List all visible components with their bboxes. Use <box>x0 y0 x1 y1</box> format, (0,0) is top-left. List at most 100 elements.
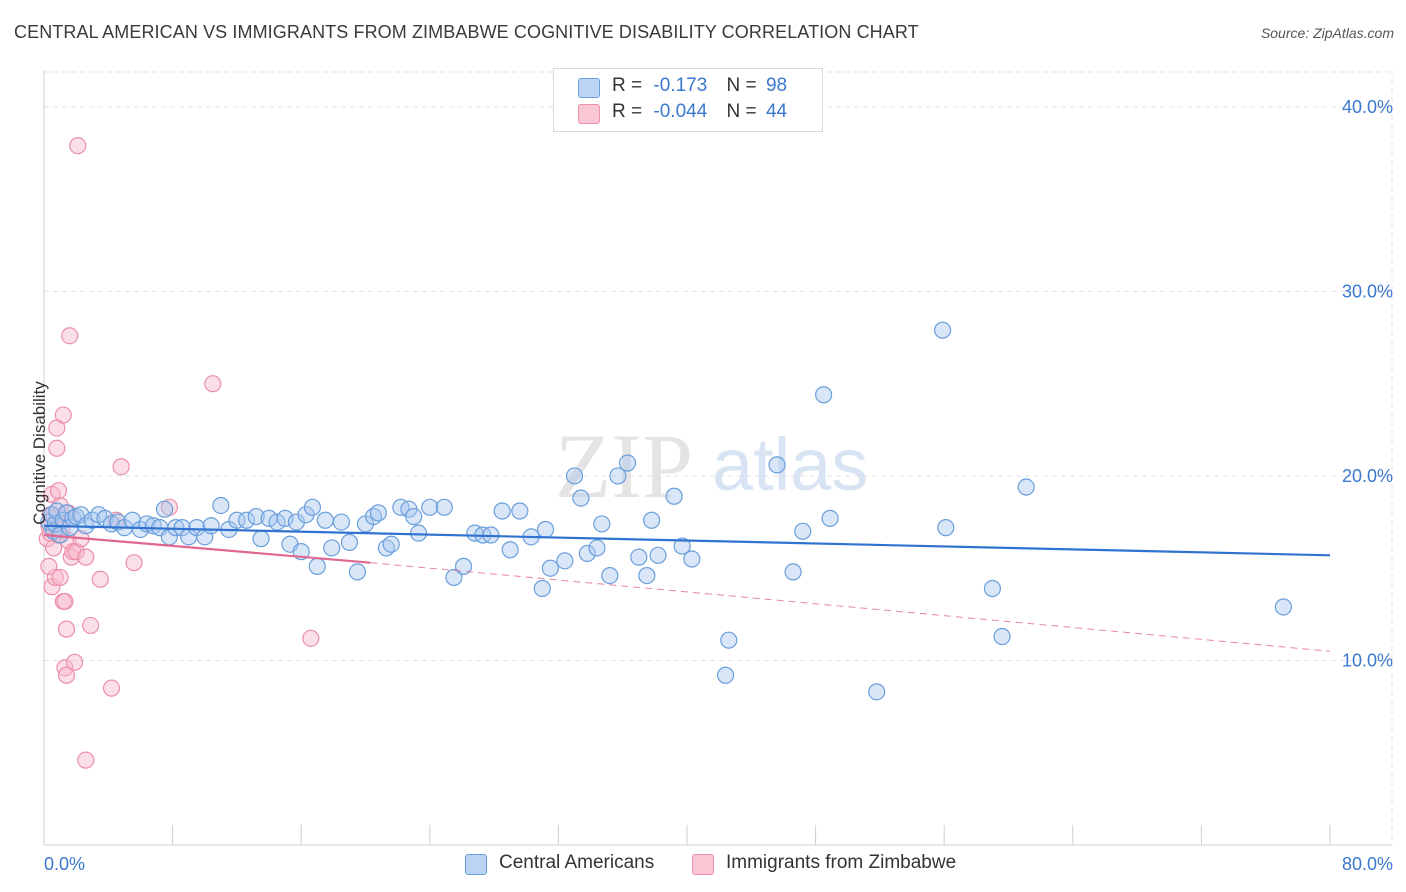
data-point-zimbabwe <box>69 137 87 155</box>
data-point-zimbabwe <box>82 616 100 635</box>
watermark-zip: ZIP <box>555 415 693 517</box>
data-point-zimbabwe <box>67 543 85 561</box>
data-point-central-american <box>340 533 359 551</box>
bottom-legend-swatch-blue <box>465 854 487 875</box>
data-point-central-american <box>202 517 220 535</box>
data-point-central-american <box>716 666 735 684</box>
data-point-zimbabwe <box>302 629 320 647</box>
data-point-central-american <box>578 544 596 563</box>
x-tick-label: 0.0% <box>44 854 85 874</box>
data-point-central-american <box>768 456 786 474</box>
data-point-central-american <box>541 559 559 577</box>
data-point-zimbabwe <box>57 666 76 684</box>
legend-n-label: N = <box>726 75 757 96</box>
data-point-zimbabwe <box>65 653 84 671</box>
data-point-zimbabwe <box>125 554 143 572</box>
bottom-legend-label-zimbabwe: Immigrants from Zimbabwe <box>726 852 957 873</box>
y-tick-label: 40.0% <box>1342 97 1393 117</box>
data-point-zimbabwe <box>77 548 95 566</box>
bottom-legend-label-central-americans: Central Americans <box>499 852 655 873</box>
data-point-zimbabwe <box>61 327 79 345</box>
chart-source: Source: ZipAtlas.com <box>1260 25 1394 41</box>
y-tick-label: 20.0% <box>1342 466 1393 486</box>
data-point-central-american <box>237 511 256 529</box>
legend-n-value: 44 <box>765 101 788 122</box>
data-point-central-american <box>454 557 473 575</box>
data-point-central-american <box>1274 598 1292 616</box>
series-zimbabwe-points <box>38 137 320 769</box>
trend-line-central-americans <box>43 524 1331 557</box>
data-point-zimbabwe <box>112 458 130 476</box>
data-point-central-american <box>983 579 1002 598</box>
trend-line-zimbabwe <box>43 533 371 564</box>
trend-line-zimbabwe-extension <box>370 562 1331 652</box>
data-point-central-american <box>593 515 611 533</box>
gridlines <box>44 70 1393 845</box>
y-tick-label: 10.0% <box>1342 650 1393 670</box>
data-point-zimbabwe <box>102 679 121 697</box>
legend-swatch-pink <box>578 104 600 124</box>
data-point-central-american <box>665 487 683 505</box>
data-point-central-american <box>308 557 326 575</box>
y-tick-label: 30.0% <box>1342 281 1393 301</box>
axes <box>43 70 1392 846</box>
data-point-zimbabwe <box>56 592 74 611</box>
data-point-central-american <box>173 519 191 537</box>
data-point-central-american <box>435 498 453 516</box>
data-point-central-american <box>405 507 423 526</box>
data-point-central-american <box>247 507 265 526</box>
data-point-central-american <box>643 511 661 529</box>
data-point-zimbabwe <box>204 375 222 393</box>
data-point-central-american <box>511 502 529 520</box>
data-point-central-american <box>533 579 551 598</box>
legend-r-value: -0.044 <box>653 101 708 122</box>
data-point-central-american <box>348 563 367 581</box>
data-point-central-american <box>323 539 341 557</box>
data-point-central-american <box>332 513 350 531</box>
data-point-zimbabwe <box>77 751 95 769</box>
data-point-zimbabwe <box>49 482 68 500</box>
data-point-central-american <box>303 498 322 516</box>
data-point-zimbabwe <box>51 568 69 587</box>
data-point-central-american <box>252 530 270 548</box>
chart-title: CENTRAL AMERICAN VS IMMIGRANTS FROM ZIMB… <box>14 22 919 42</box>
watermark: ZIP atlas <box>555 415 868 517</box>
data-point-central-american <box>565 467 584 485</box>
trend-lines <box>43 524 1331 652</box>
data-point-central-american <box>993 627 1011 646</box>
data-point-central-american <box>868 683 886 701</box>
legend-swatch-blue <box>578 78 600 98</box>
data-point-central-american <box>572 489 590 507</box>
data-point-central-american <box>501 541 519 559</box>
data-point-central-american <box>618 454 637 472</box>
data-point-central-american <box>228 511 246 529</box>
bottom-legend-swatch-pink <box>692 854 714 875</box>
data-point-central-american <box>556 552 574 570</box>
data-point-central-american <box>493 502 511 520</box>
legend-n-value: 98 <box>765 75 788 96</box>
data-point-central-american <box>630 548 648 566</box>
data-point-zimbabwe <box>57 620 76 638</box>
stats-legend: R = -0.173 N = 98 R = -0.044 N = 44 <box>553 68 823 132</box>
data-point-zimbabwe <box>91 570 109 588</box>
data-point-central-american <box>1017 478 1035 496</box>
watermark-atlas: atlas <box>712 423 868 506</box>
data-point-zimbabwe <box>40 557 58 575</box>
data-point-central-american <box>638 566 656 585</box>
data-point-central-american <box>601 566 619 585</box>
data-point-central-american <box>815 386 833 404</box>
data-point-central-american <box>937 519 955 537</box>
data-point-central-american <box>536 520 555 539</box>
x-tick-label: 80.0% <box>1342 854 1393 874</box>
data-point-central-american <box>673 537 691 555</box>
data-point-central-american <box>609 467 627 485</box>
data-point-central-american <box>933 321 952 339</box>
data-point-central-american <box>155 500 174 518</box>
data-point-central-american <box>316 511 334 529</box>
data-point-central-american <box>72 506 90 524</box>
data-point-central-american <box>369 504 387 522</box>
data-point-central-american <box>212 496 230 515</box>
legend-r-label: R = <box>612 75 643 96</box>
data-point-central-american <box>276 509 294 527</box>
